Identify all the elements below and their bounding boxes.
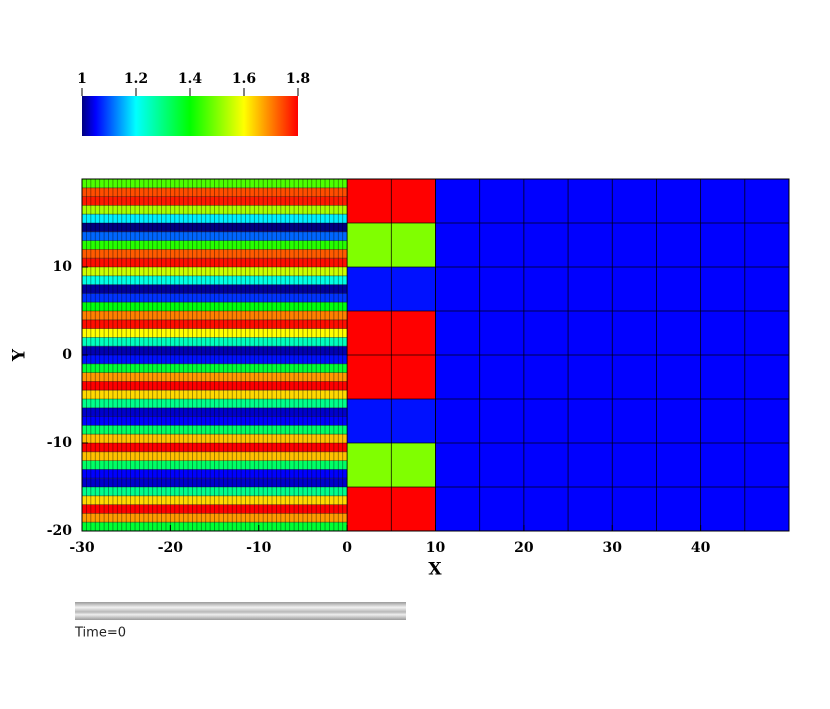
x-tick-label: 10 bbox=[426, 540, 446, 556]
y-tick-label: 0 bbox=[62, 347, 72, 363]
cell-row bbox=[82, 504, 348, 514]
cell-row bbox=[82, 302, 348, 311]
cell-row bbox=[82, 196, 348, 206]
colorbar-tick-label: 1.2 bbox=[124, 71, 148, 87]
cell-row bbox=[82, 293, 348, 303]
cell-row bbox=[82, 275, 348, 285]
y-tick-label: 10 bbox=[53, 259, 73, 275]
x-tick-label: -30 bbox=[69, 540, 95, 556]
cell-row bbox=[82, 363, 348, 373]
cell-row bbox=[82, 328, 348, 338]
cell-row bbox=[82, 179, 348, 188]
y-tick-label: -20 bbox=[47, 523, 73, 539]
cell-row bbox=[82, 240, 348, 250]
cell-row bbox=[82, 187, 348, 197]
cell-row bbox=[82, 416, 348, 426]
y-axis-label: Y bbox=[10, 348, 30, 362]
cell-row bbox=[82, 346, 348, 355]
y-tick-label: -10 bbox=[47, 435, 73, 451]
cell-row bbox=[82, 513, 348, 523]
time-slider bbox=[75, 602, 406, 620]
x-tick-label: 30 bbox=[603, 540, 623, 556]
cell-row bbox=[82, 434, 348, 443]
cell-row bbox=[82, 267, 348, 276]
colorbar-tick-label: 1.8 bbox=[286, 71, 310, 87]
colorbar bbox=[82, 96, 298, 136]
cell-row bbox=[82, 425, 348, 435]
cell-row bbox=[82, 443, 348, 452]
x-tick-label: 20 bbox=[514, 540, 534, 556]
cell-row bbox=[82, 284, 348, 294]
cell-row bbox=[82, 460, 348, 470]
cell-row bbox=[82, 319, 348, 329]
x-tick-label: -20 bbox=[158, 540, 184, 556]
cell-row bbox=[82, 337, 348, 347]
cell-row bbox=[82, 487, 348, 496]
cell-row bbox=[82, 522, 348, 531]
cell-row bbox=[82, 311, 348, 320]
cell-row bbox=[82, 390, 348, 399]
cell-row bbox=[82, 399, 348, 408]
cell-row bbox=[82, 469, 348, 479]
cell-row bbox=[82, 223, 348, 232]
colorbar-tick-label: 1.6 bbox=[232, 71, 256, 87]
cell-row bbox=[82, 214, 348, 223]
cell-row bbox=[82, 355, 348, 364]
cell-row bbox=[82, 478, 348, 487]
x-tick-label: 0 bbox=[342, 540, 352, 556]
cell-row bbox=[82, 372, 348, 382]
cell-row bbox=[82, 205, 348, 215]
colorbar-tick-label: 1.4 bbox=[178, 71, 203, 87]
cell-row bbox=[82, 231, 348, 241]
cell-row bbox=[82, 495, 348, 505]
cell-row bbox=[82, 407, 348, 417]
time-label: Time=0 bbox=[74, 626, 126, 641]
cell-row bbox=[82, 451, 348, 461]
cell-row bbox=[82, 249, 348, 259]
x-axis-label: X bbox=[428, 560, 442, 580]
cell-row bbox=[82, 258, 348, 267]
cell-row bbox=[82, 381, 348, 391]
x-tick-label: -10 bbox=[246, 540, 272, 556]
colorbar-tick-label: 1 bbox=[77, 71, 87, 87]
x-tick-label: 40 bbox=[691, 540, 711, 556]
